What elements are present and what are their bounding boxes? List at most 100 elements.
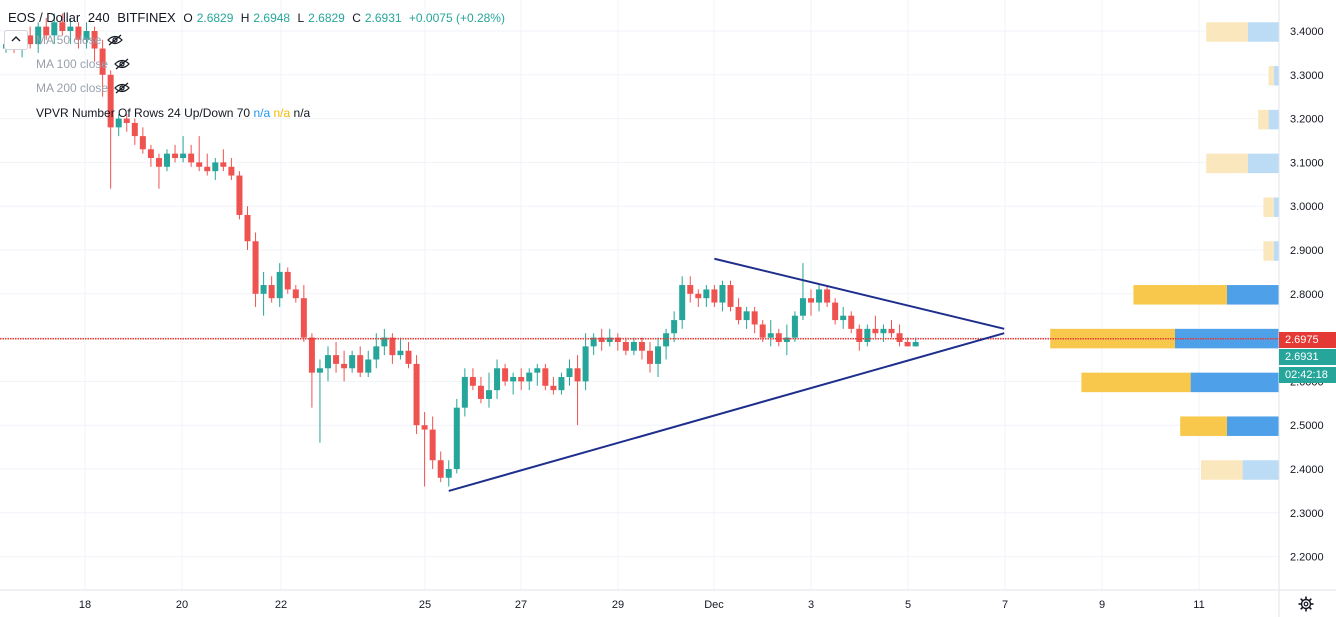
candle-down: [469, 377, 476, 386]
candle-down: [244, 214, 251, 242]
volume-bar-up: [1175, 328, 1279, 349]
x-tick-label: 18: [79, 599, 91, 611]
indicator-ma100[interactable]: MA 100 close: [36, 57, 130, 71]
eye-hidden-icon[interactable]: [114, 58, 130, 70]
candle-down: [405, 350, 412, 364]
volume-bar-up: [1273, 241, 1279, 261]
candle-down: [300, 298, 307, 338]
open-value: 2.6829: [196, 11, 234, 25]
vpvr-params: Number Of Rows 24 Up/Down 70: [72, 106, 251, 120]
y-tick-label: 2.8000: [1290, 289, 1324, 301]
candle-up: [767, 333, 774, 338]
y-tick-label: 2.5000: [1290, 420, 1324, 432]
candle-down: [308, 337, 315, 373]
x-tick-label: 11: [1193, 599, 1204, 611]
candle-up: [606, 337, 613, 342]
x-tick-label: 7: [1002, 599, 1008, 611]
symbol-legend: EOS / Dollar 240 BITFINEX O 2.6829 H 2.694…: [8, 10, 513, 25]
candle-down: [220, 162, 227, 167]
candle-down: [341, 363, 348, 369]
low-value: 2.6829: [308, 11, 345, 25]
candle-down: [421, 425, 428, 430]
candle-down: [357, 355, 364, 373]
candle-up: [558, 377, 565, 391]
x-tick-label: Dec: [704, 599, 724, 611]
candle-up: [655, 346, 662, 364]
candle-down: [856, 328, 863, 342]
chevron-up-icon: [11, 36, 21, 42]
candle-down: [647, 350, 653, 364]
candle-down: [99, 48, 106, 75]
candle-down: [477, 385, 484, 399]
x-tick-label: 25: [419, 599, 431, 611]
candle-up: [180, 153, 187, 159]
candle-down: [775, 333, 782, 342]
candle-down: [284, 271, 291, 290]
y-tick-label: 3.4000: [1290, 26, 1324, 38]
candle-up: [494, 368, 501, 391]
eye-hidden-icon[interactable]: [107, 34, 124, 46]
interval-label[interactable]: 240: [87, 10, 110, 25]
candle-down: [204, 166, 211, 172]
chart-grid: [0, 0, 1279, 590]
candle-up: [35, 26, 42, 45]
candle-down: [614, 337, 621, 342]
vpvr-value-down: n/a: [273, 106, 291, 120]
symbol-name[interactable]: EOS / Dollar: [8, 10, 81, 25]
candle-down: [832, 302, 839, 321]
candle-up: [381, 337, 388, 347]
candle-up: [671, 320, 678, 334]
gear-icon[interactable]: [1298, 596, 1314, 612]
open-label: O: [183, 11, 193, 25]
candle-down: [437, 460, 444, 478]
candle-up: [276, 271, 283, 299]
vpvr-legend[interactable]: VPVR Number Of Rows 24 Up/Down 70 n/a n/…: [36, 106, 310, 120]
x-tick-label: 3: [808, 599, 814, 611]
candle-up: [840, 315, 847, 321]
low-label: L: [297, 11, 305, 25]
candle-down: [429, 429, 436, 461]
volume-bar-up: [1227, 285, 1279, 305]
candle-down: [888, 328, 895, 334]
y-tick-label: 2.4000: [1290, 464, 1324, 476]
candle-down: [123, 118, 130, 123]
eye-hidden-icon[interactable]: [114, 82, 130, 94]
candle-up: [783, 337, 790, 342]
candle-up: [864, 328, 871, 342]
candle-up: [912, 341, 919, 347]
candle-up: [486, 390, 492, 399]
change-value: +0.0075 (+0.28%): [408, 11, 505, 25]
candle-down: [622, 341, 629, 351]
volume-bar-down: [1081, 372, 1191, 393]
vpvr-value-total: n/a: [293, 106, 311, 120]
candle-up: [115, 118, 122, 128]
x-tick-label: 22: [275, 599, 287, 611]
candle-down: [139, 136, 146, 150]
indicator-ma50[interactable]: MA 50 close: [36, 33, 124, 47]
y-tick-label: 2.3000: [1290, 508, 1324, 520]
vpvr-label: VPVR: [36, 106, 69, 120]
y-tick-label: 3.3000: [1290, 70, 1324, 82]
candle-down: [759, 324, 766, 338]
candle-up: [799, 298, 806, 316]
volume-bar-down: [1206, 22, 1248, 42]
candle-down: [735, 306, 742, 321]
candle-down: [896, 333, 903, 342]
candle-up: [534, 368, 541, 373]
indicator-ma200[interactable]: MA 200 close: [36, 81, 130, 95]
candle-down: [172, 153, 179, 159]
candle-down: [131, 122, 138, 137]
candle-up: [445, 469, 452, 478]
collapse-legend-button[interactable]: [4, 30, 28, 50]
candle-up: [365, 359, 372, 373]
volume-bar-up: [1273, 66, 1279, 86]
candle-up: [526, 372, 533, 382]
current-price-badge: 2.6931: [1279, 349, 1336, 365]
candle-down: [91, 31, 98, 49]
candle-up: [51, 22, 58, 36]
candle-down: [107, 74, 114, 128]
volume-bar-down: [1268, 66, 1274, 86]
y-tick-label: 3.0000: [1290, 201, 1324, 213]
